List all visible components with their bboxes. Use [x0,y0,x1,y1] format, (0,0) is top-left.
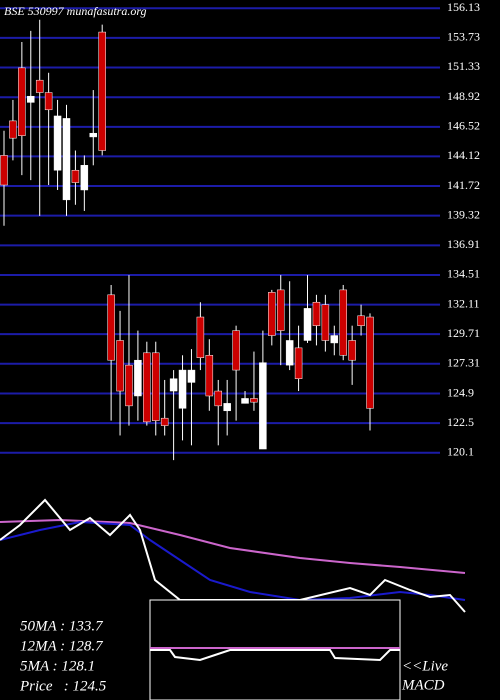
candle-body [143,352,151,423]
candle-body [321,304,330,341]
candle-body [35,79,44,93]
candle-body [250,398,258,403]
candle-body [259,362,267,450]
candle-body [294,347,303,379]
candle-body [312,301,321,326]
y-tick-label: 146.52 [447,119,480,133]
candle-body [125,364,133,407]
y-tick-label: 139.32 [447,207,480,221]
candle-body [53,115,62,171]
ma-panel: 50MA : 133.7 12MA : 128.7 5MA : 128.1 Price… [0,498,466,694]
candle-body [366,316,374,409]
candle-body [62,118,71,201]
candle-body [107,294,115,361]
y-tick-label: 134.51 [447,267,480,281]
y-tick-label: 153.73 [447,30,480,44]
y-tick-label: 156.13 [447,0,480,14]
y-tick-label: 132.11 [447,296,480,310]
candle-body [285,340,294,366]
price-panel: 156.13 153.73 151.33 148.92 146.52 144.12 141.… [0,0,480,461]
candle-body [268,292,276,336]
candle-body [303,308,312,341]
candle-body [187,369,196,383]
candle-body [241,398,249,404]
series-line [0,520,466,602]
candle-body [330,335,339,344]
y-tick-label: 129.71 [447,326,480,340]
macd-panel [150,647,400,662]
info-label: Price : 124.5 [19,678,107,694]
candle-body [223,403,231,412]
info-label: 12MA : 128.7 [20,638,104,654]
y-tick-label: 144.12 [447,148,480,162]
candle-body [0,155,8,186]
candle-body [169,378,178,392]
y-tick-label: 122.5 [447,415,474,429]
candle-body [178,369,187,409]
candle-body [116,340,124,392]
candle-body [9,120,17,139]
y-tick-label: 141.72 [447,178,480,192]
candle-body [27,95,35,103]
candle-body [71,169,80,183]
y-tick-label: 120.1 [447,444,474,458]
y-tick-label: 136.91 [447,237,480,251]
candle-body [80,165,89,191]
candle-body [205,355,214,397]
info-label: 50MA : 133.7 [20,618,104,634]
series-line [150,649,400,662]
candle-body [339,289,347,356]
candle-body [18,67,26,136]
candle-body [196,316,205,358]
info-label: 5MA : 128.1 [20,658,95,674]
candle-body [89,132,98,138]
candle-body [348,340,356,361]
macd-title: <<Live [402,658,448,674]
watermark: BSE 530997 munafasutra.org [4,4,147,18]
y-tick-label: 124.9 [447,385,474,399]
candle-body [134,359,142,397]
y-tick-label: 148.92 [447,89,480,103]
candle-body [44,92,53,111]
candle-body [160,417,169,426]
candle-body [152,352,160,421]
candle-body [232,330,240,371]
candle-body [276,289,285,331]
candle-body [214,390,222,407]
candle-body [98,31,106,151]
y-tick-label: 151.33 [447,59,480,73]
macd-subtitle: MACD [401,677,445,693]
y-tick-label: 127.31 [447,356,480,370]
candle-body [357,315,365,326]
